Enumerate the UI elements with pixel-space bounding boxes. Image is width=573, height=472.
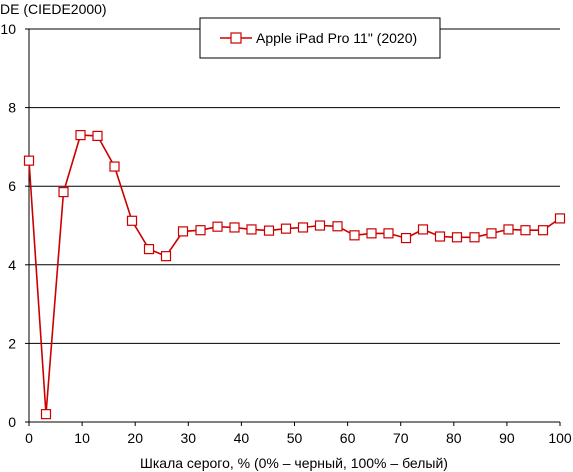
data-point <box>383 228 394 239</box>
x-tick-label-0: 0 <box>25 430 33 446</box>
data-point <box>280 223 292 234</box>
y-tick-label-2: 2 <box>8 335 16 351</box>
x-tick-label-40: 40 <box>234 430 250 446</box>
x-axis-title: Шкала серого, % (0% – черный, 100% – бел… <box>140 455 448 471</box>
data-point <box>434 231 446 242</box>
axes <box>28 29 560 423</box>
data-point <box>332 221 343 232</box>
x-tick-label-30: 30 <box>181 430 197 446</box>
y-tick-label-0: 0 <box>8 414 16 430</box>
x-tick-label-60: 60 <box>340 430 356 446</box>
data-point <box>297 222 309 233</box>
x-tick-label-90: 90 <box>499 430 515 446</box>
data-point <box>417 224 429 235</box>
gridlines <box>29 28 560 344</box>
x-tick-label-50: 50 <box>287 430 303 446</box>
data-point <box>40 409 52 420</box>
data-point <box>58 186 69 198</box>
x-tick-label-80: 80 <box>446 430 462 446</box>
data-point <box>520 225 531 236</box>
data-point <box>503 224 514 235</box>
data-point <box>486 228 497 239</box>
data-point <box>229 222 240 233</box>
series-line-0 <box>28 134 561 415</box>
legend-marker <box>230 32 242 44</box>
data-point <box>263 225 275 236</box>
data-point <box>400 232 412 244</box>
y-axis-title: DE (CIEDE2000) <box>0 1 107 17</box>
legend-label: Apple iPad Pro 11" (2020) <box>256 30 417 46</box>
y-tick-label-8: 8 <box>8 100 16 116</box>
y-tick-labels: 0 2 4 6 8 10 <box>0 21 29 430</box>
data-point <box>212 221 223 232</box>
x-tick-label-70: 70 <box>393 430 409 446</box>
data-point <box>177 226 189 237</box>
data-point <box>246 224 257 235</box>
data-point <box>554 213 566 224</box>
data-point <box>126 215 138 226</box>
data-point <box>469 232 480 243</box>
data-point <box>195 225 206 236</box>
data-point <box>160 251 172 262</box>
x-tick-labels: 0 10 20 30 40 50 60 70 80 90 100 <box>25 422 572 446</box>
legend: Apple iPad Pro 11" (2020) <box>199 17 441 59</box>
data-point <box>109 161 120 172</box>
y-tick-label-6: 6 <box>8 178 16 194</box>
x-tick-label-100: 100 <box>548 430 572 446</box>
data-point <box>349 230 360 241</box>
x-tick-label-10: 10 <box>74 430 90 446</box>
data-point <box>92 130 103 141</box>
data-point <box>314 220 326 231</box>
data-point <box>366 228 377 239</box>
series-layer <box>23 130 566 420</box>
x-tick-label-20: 20 <box>127 430 143 446</box>
data-point <box>75 130 86 141</box>
data-point <box>23 155 35 166</box>
y-tick-label-10: 10 <box>0 21 16 37</box>
data-point <box>537 225 549 236</box>
data-point <box>143 243 155 255</box>
y-tick-label-4: 4 <box>8 257 16 273</box>
data-point <box>451 232 463 243</box>
